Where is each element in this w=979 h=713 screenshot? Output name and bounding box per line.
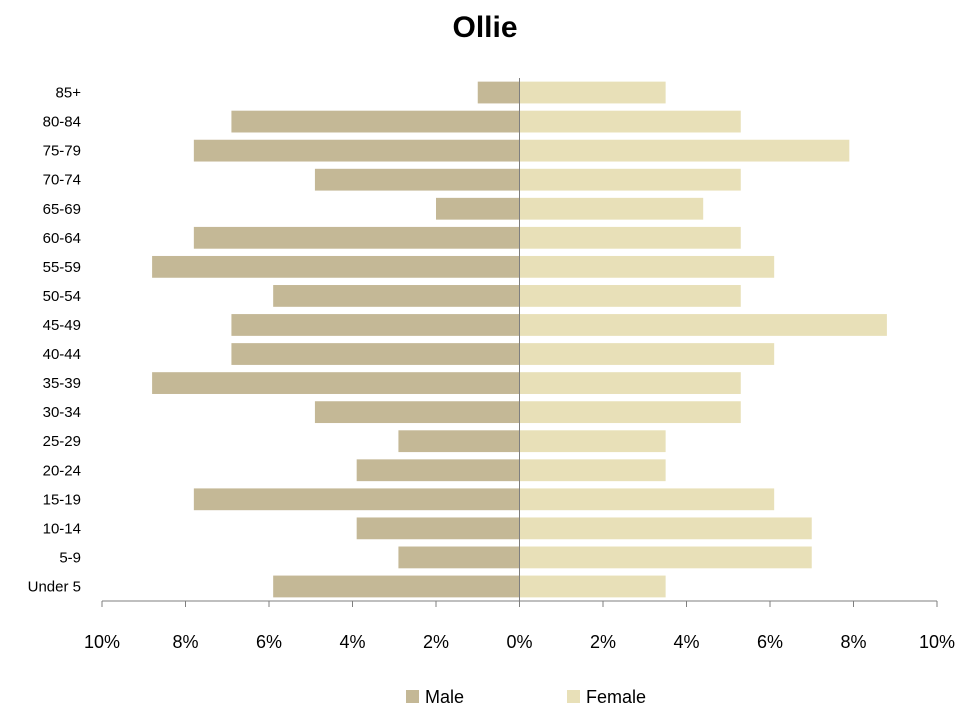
bars-group	[152, 81, 887, 598]
category-label: 35-39	[43, 375, 81, 392]
legend-label-male: Male	[425, 687, 464, 707]
bar-female-50-54	[519, 285, 741, 307]
category-label: 55-59	[43, 259, 81, 276]
bar-female-30-34	[519, 401, 741, 424]
bar-male-75-79	[193, 139, 520, 162]
bar-female-5-9	[519, 546, 812, 569]
bar-female-60-64	[519, 226, 741, 249]
bar-male-55-59	[152, 255, 520, 278]
chart-title: Ollie	[452, 11, 517, 44]
category-label: 85+	[56, 85, 82, 102]
category-label: 40-44	[43, 346, 81, 363]
bar-male-20-24	[356, 459, 520, 482]
bar-female-25-29	[519, 430, 666, 453]
bar-female-15-19	[519, 488, 775, 511]
bar-male-15-19	[193, 488, 520, 511]
x-tick-label: 6%	[256, 632, 282, 652]
category-label: 45-49	[43, 317, 81, 334]
bar-female-35-39	[519, 372, 741, 394]
bar-male-under-5	[273, 575, 520, 598]
bar-male-5-9	[398, 546, 520, 569]
legend-swatch-male	[406, 690, 419, 703]
x-tick-label: 0%	[506, 632, 532, 652]
bar-female-80-84	[519, 110, 741, 133]
bar-female-40-44	[519, 343, 775, 365]
x-tick-label: 4%	[339, 632, 365, 652]
category-label: 30-34	[43, 404, 81, 421]
bar-female-55-59	[519, 255, 775, 278]
category-label: 70-74	[43, 172, 81, 189]
category-label: 20-24	[43, 462, 81, 479]
x-tick-label: 10%	[84, 632, 120, 652]
bar-male-70-74	[314, 168, 520, 191]
x-tick-label: 8%	[172, 632, 198, 652]
bar-male-30-34	[314, 401, 520, 424]
x-axis: 10% 8% 6% 4% 2% 0% 2% 4% 6% 8% 10%	[84, 78, 955, 652]
bar-female-20-24	[519, 459, 666, 482]
category-label: 50-54	[43, 288, 81, 305]
bar-male-65-69	[436, 197, 520, 220]
bar-male-60-64	[193, 226, 520, 249]
bar-female-65-69	[519, 197, 704, 220]
bar-male-50-54	[273, 285, 520, 307]
bar-male-35-39	[152, 372, 520, 394]
x-tick-label: 8%	[840, 632, 866, 652]
x-tick-label: 4%	[673, 632, 699, 652]
category-label: 15-19	[43, 491, 81, 508]
legend: Male Female	[406, 687, 646, 707]
bar-female-45-49	[519, 314, 887, 336]
legend-label-female: Female	[586, 687, 646, 707]
bar-female-10-14	[519, 517, 812, 540]
category-label: 25-29	[43, 433, 81, 450]
category-label: 65-69	[43, 201, 81, 218]
bar-male-45-49	[231, 314, 520, 336]
x-tick-label: 6%	[757, 632, 783, 652]
bar-female-70-74	[519, 168, 741, 191]
bar-male-10-14	[356, 517, 520, 540]
category-label: 10-14	[43, 520, 81, 537]
x-tick-label: 2%	[590, 632, 616, 652]
x-tick-label: 10%	[919, 632, 955, 652]
legend-swatch-female	[567, 690, 580, 703]
bar-male-80-84	[231, 110, 520, 133]
category-label: 60-64	[43, 230, 81, 247]
bar-male-40-44	[231, 343, 520, 365]
bar-female-under-5	[519, 575, 666, 598]
category-label: 75-79	[43, 143, 81, 160]
category-labels: Under 5 5-9 10-14 15-19 20-24 25-29 30-34 35-39…	[28, 85, 82, 596]
category-label: 80-84	[43, 114, 81, 131]
category-label: Under 5	[28, 578, 81, 595]
bar-female-75-79	[519, 139, 850, 162]
bar-male-25-29	[398, 430, 520, 453]
x-tick-label: 2%	[423, 632, 449, 652]
bar-female-85+	[519, 81, 666, 104]
bar-male-85+	[477, 81, 520, 104]
category-label: 5-9	[59, 549, 81, 566]
